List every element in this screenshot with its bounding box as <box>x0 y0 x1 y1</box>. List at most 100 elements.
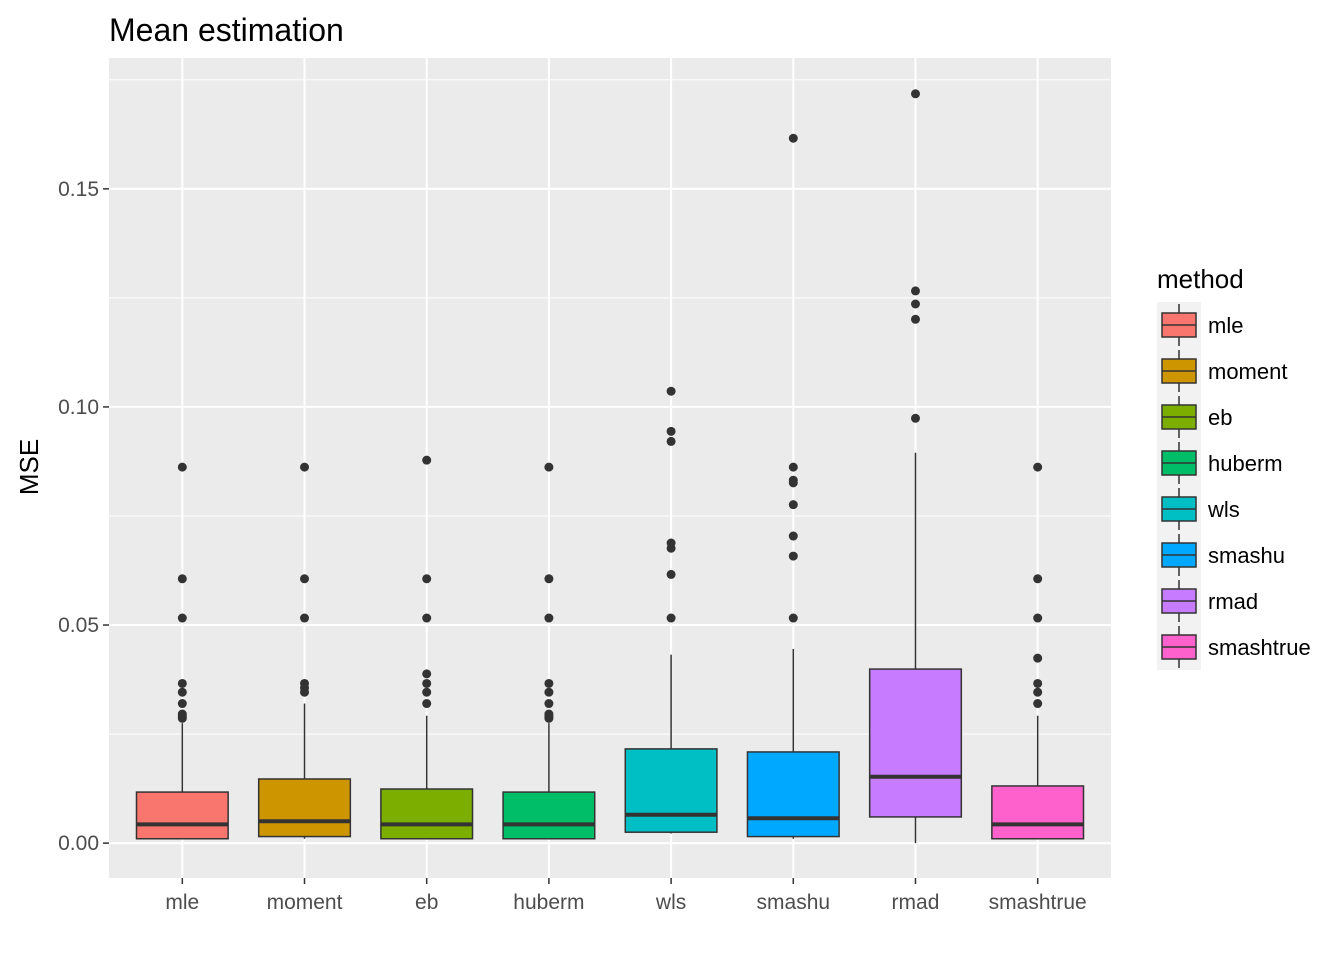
legend-label: rmad <box>1208 589 1258 614</box>
outlier-point <box>422 669 432 679</box>
y-tick-label: 0.15 <box>58 178 99 201</box>
legend-label: huberm <box>1208 451 1283 476</box>
outlier-point <box>788 551 798 561</box>
outlier-point <box>177 462 187 472</box>
outlier-point <box>300 678 310 688</box>
boxplot-eb <box>380 455 474 840</box>
boxplots <box>135 89 1085 844</box>
outlier-point <box>1033 699 1043 709</box>
legend-item-mle: mle <box>1157 302 1243 348</box>
x-tick-label-smashtrue: smashtrue <box>989 891 1087 914</box>
outlier-point <box>910 314 920 324</box>
box <box>624 748 718 833</box>
legend-item-smashtrue: smashtrue <box>1157 624 1311 670</box>
legend-label: smashu <box>1208 543 1285 568</box>
x-tick-label-eb: eb <box>415 891 438 914</box>
outlier-point <box>1033 687 1043 697</box>
legend-item-moment: moment <box>1157 348 1287 394</box>
y-tick-label: 0.10 <box>58 396 99 419</box>
outlier-point <box>1033 678 1043 688</box>
outlier-point <box>300 574 310 584</box>
outlier-point <box>666 386 676 396</box>
outlier-point <box>177 687 187 697</box>
legend-item-eb: eb <box>1157 394 1232 440</box>
legend-item-smashu: smashu <box>1157 532 1285 578</box>
outlier-point <box>177 613 187 623</box>
x-axis: mle moment eb huberm wls smashu rmad smashtrue <box>165 878 1087 914</box>
outlier-point <box>544 709 554 719</box>
outlier-point <box>788 500 798 510</box>
outlier-point <box>422 574 432 584</box>
chart-title: Mean estimation <box>109 12 344 48</box>
outlier-point <box>1033 574 1043 584</box>
outlier-point <box>1033 653 1043 663</box>
legend-item-huberm: huberm <box>1157 440 1283 486</box>
outlier-point <box>910 286 920 296</box>
x-tick-label-mle: mle <box>165 891 199 914</box>
y-axis: 0.00 0.05 0.10 0.15 <box>58 178 109 855</box>
boxplot-wls <box>624 386 718 834</box>
outlier-point <box>544 613 554 623</box>
outlier-point <box>544 574 554 584</box>
outlier-point <box>300 613 310 623</box>
outlier-point <box>788 613 798 623</box>
outlier-point <box>788 475 798 485</box>
outlier-point <box>422 678 432 688</box>
box <box>991 785 1085 840</box>
x-tick-label-moment: moment <box>267 891 343 914</box>
legend-label: mle <box>1208 313 1243 338</box>
outlier-point <box>300 462 310 472</box>
outlier-point <box>544 462 554 472</box>
legend-label: moment <box>1208 359 1287 384</box>
legend-label: wls <box>1207 497 1240 522</box>
box <box>257 778 352 838</box>
legend: method mle moment eb huberm wls smashu rmad sma… <box>1157 264 1311 670</box>
outlier-point <box>422 687 432 697</box>
boxplot-smashtrue <box>991 462 1085 840</box>
outlier-point <box>788 531 798 541</box>
box <box>502 791 596 840</box>
outlier-point <box>177 678 187 688</box>
y-tick-label: 0.00 <box>58 832 99 855</box>
outlier-point <box>422 613 432 623</box>
outlier-point <box>177 574 187 584</box>
boxplot-smashu <box>746 133 840 839</box>
x-tick-label-huberm: huberm <box>513 891 584 914</box>
outlier-point <box>422 699 432 709</box>
box <box>135 791 229 840</box>
boxplot-mle <box>135 462 229 840</box>
outlier-point <box>544 678 554 688</box>
boxplot-huberm <box>502 462 596 840</box>
outlier-point <box>788 462 798 472</box>
boxplot-moment <box>257 462 352 839</box>
outlier-point <box>177 699 187 709</box>
y-axis-title: MSE <box>14 439 44 495</box>
outlier-point <box>422 455 432 465</box>
x-tick-label-wls: wls <box>655 891 686 914</box>
outlier-point <box>666 613 676 623</box>
outlier-point <box>1033 613 1043 623</box>
outlier-point <box>788 133 798 143</box>
outlier-point <box>666 569 676 579</box>
outlier-point <box>544 699 554 709</box>
box <box>746 751 840 838</box>
outlier-point <box>177 709 187 719</box>
outlier-point <box>910 89 920 99</box>
legend-item-rmad: rmad <box>1157 578 1258 624</box>
y-tick-label: 0.05 <box>58 614 99 637</box>
legend-label: smashtrue <box>1208 635 1311 660</box>
outlier-point <box>1033 462 1043 472</box>
box <box>380 788 474 840</box>
legend-title: method <box>1157 264 1244 294</box>
boxplot-rmad <box>868 89 963 844</box>
outlier-point <box>666 426 676 436</box>
outlier-point <box>544 687 554 697</box>
outlier-point <box>666 538 676 548</box>
legend-item-wls: wls <box>1157 486 1240 532</box>
outlier-point <box>910 299 920 309</box>
outlier-point <box>910 413 920 423</box>
legend-label: eb <box>1208 405 1232 430</box>
x-tick-label-smashu: smashu <box>757 891 831 914</box>
box <box>868 668 963 818</box>
